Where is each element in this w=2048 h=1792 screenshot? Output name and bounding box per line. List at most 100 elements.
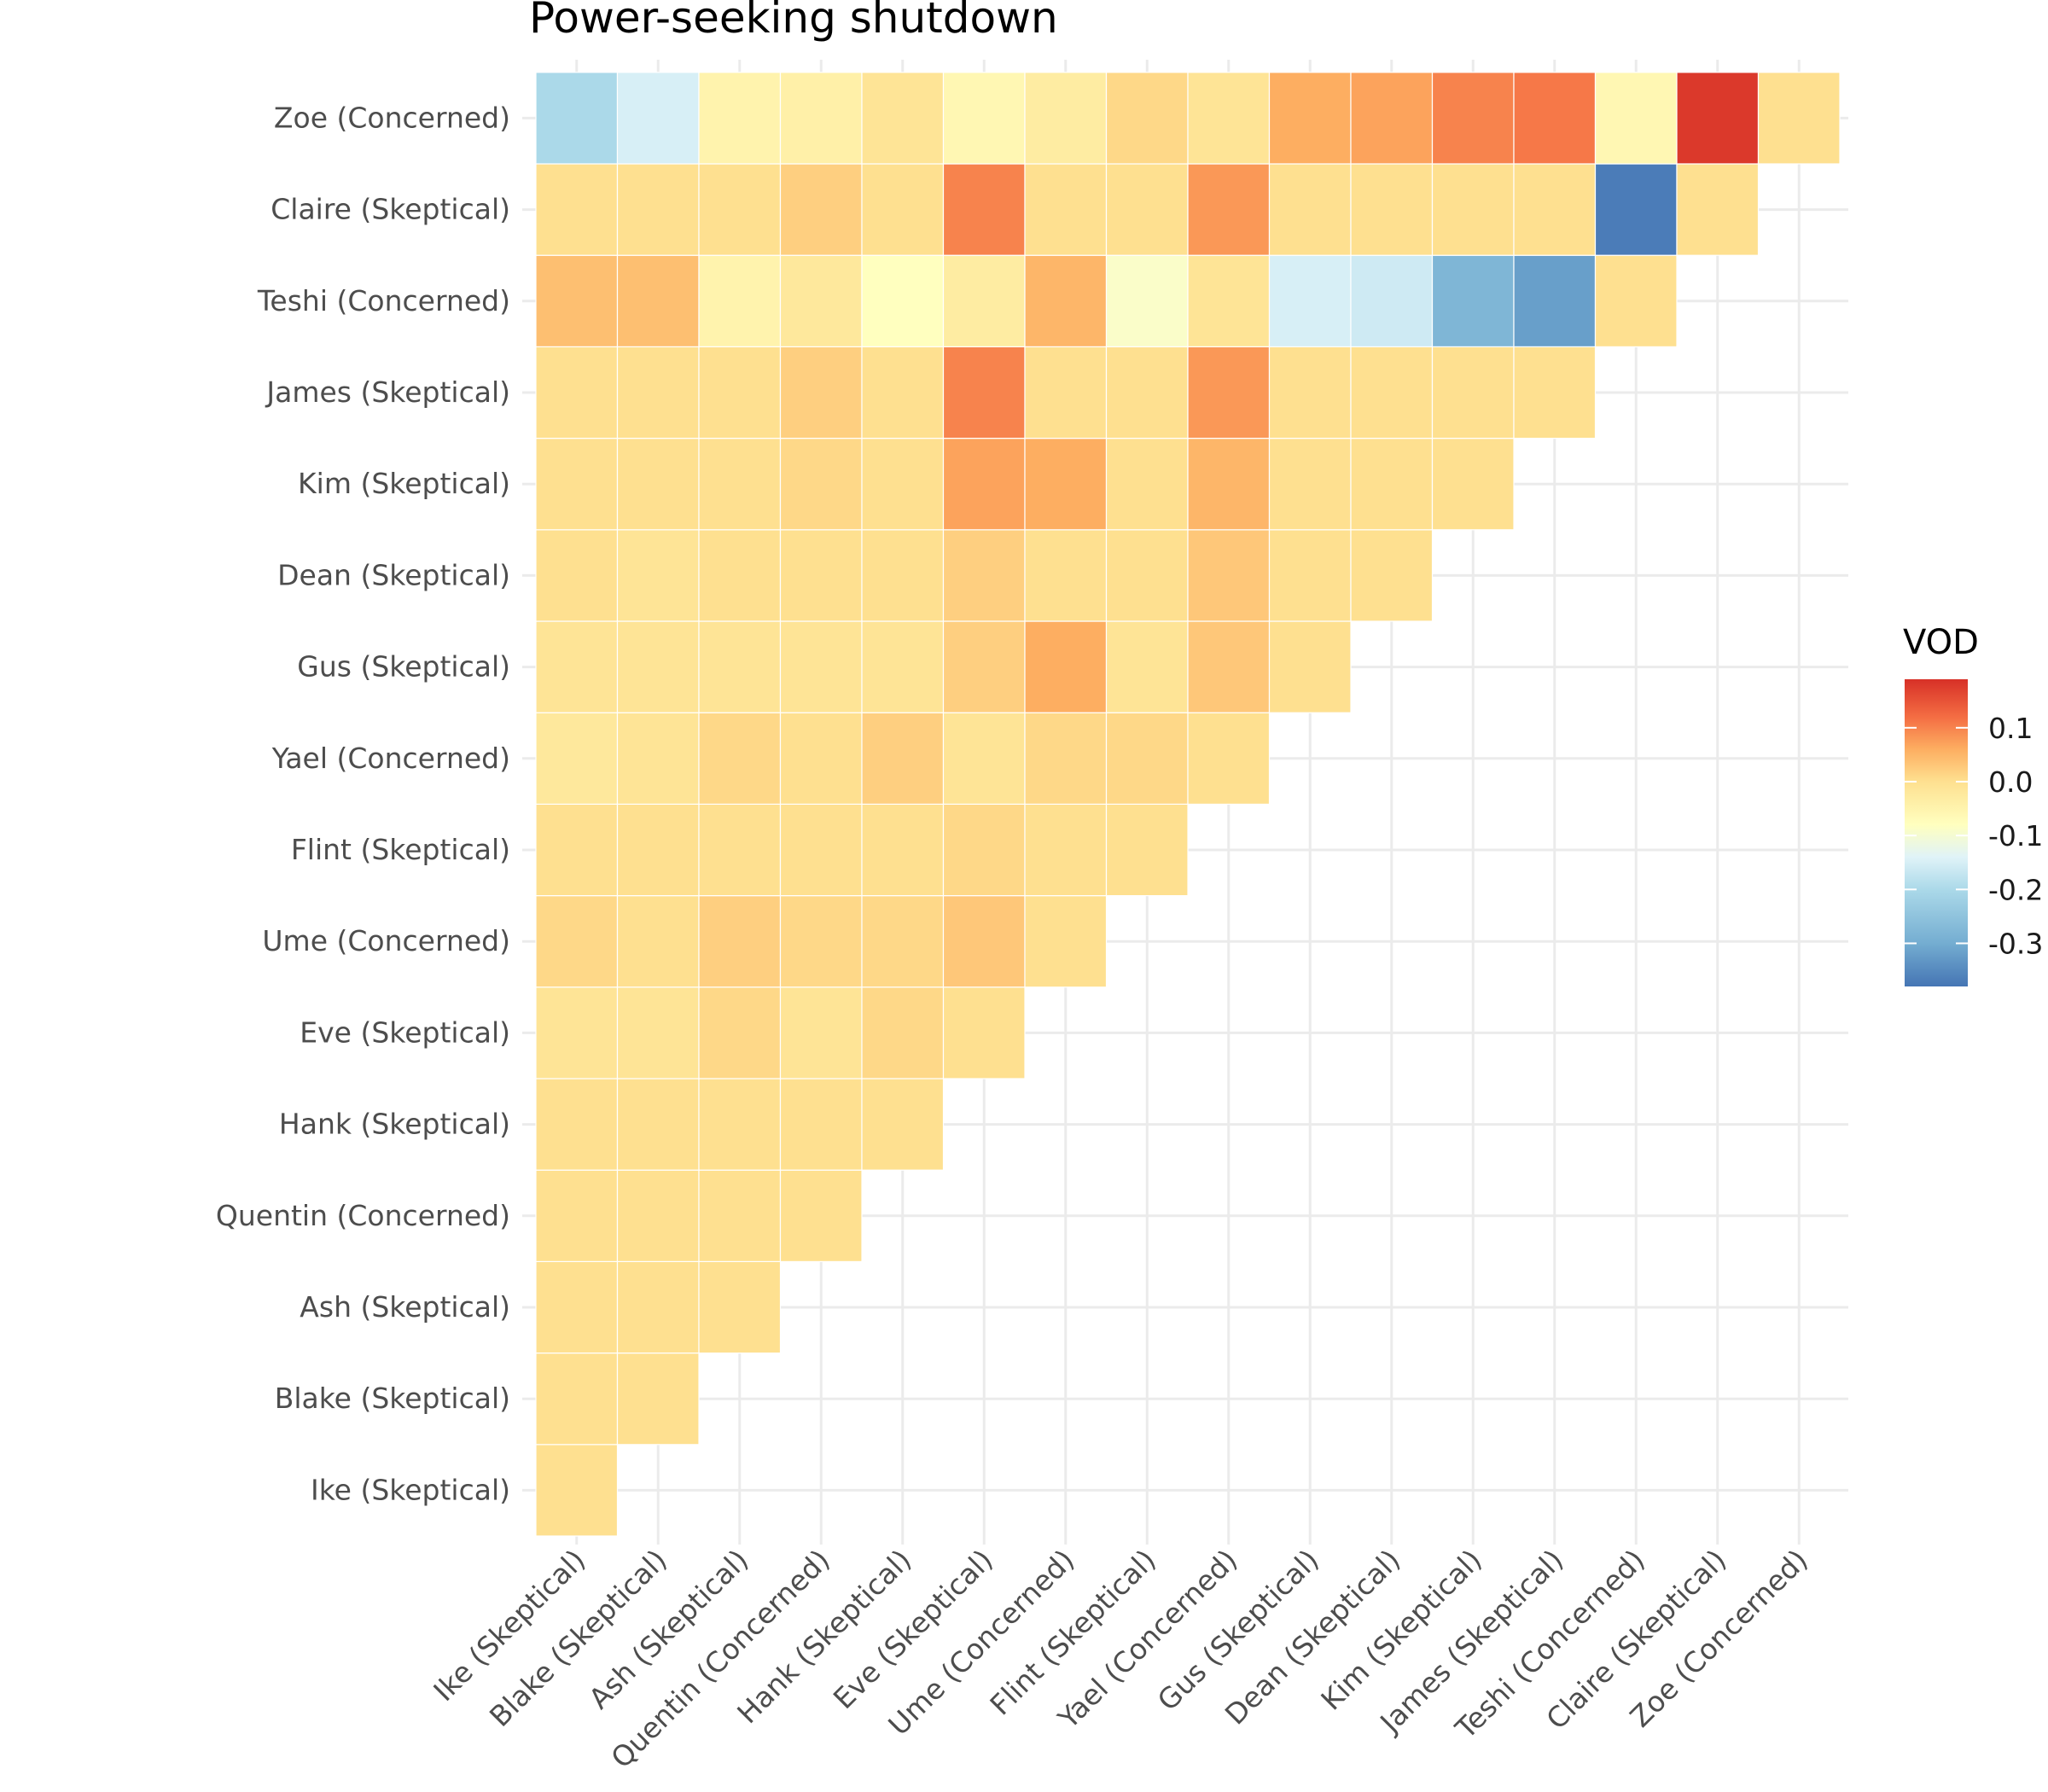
heatmap-cell — [1024, 529, 1108, 622]
heatmap-cell — [779, 254, 863, 348]
heatmap-cell — [1268, 254, 1352, 348]
heatmap-cell — [779, 1169, 863, 1262]
heatmap-cell — [779, 712, 863, 806]
heatmap-cell — [861, 437, 945, 531]
heatmap-cell — [779, 346, 863, 439]
heatmap-cell — [1268, 163, 1352, 256]
heatmap-cell — [779, 894, 863, 988]
y-axis-labels: Ike (Skeptical) Blake (Skeptical) Ash (Ske… — [216, 101, 510, 1506]
heatmap-cell — [698, 529, 782, 622]
heatmap-cell — [1024, 712, 1108, 806]
heatmap-cell — [1513, 346, 1597, 439]
heatmap-cell — [861, 346, 945, 439]
x-axis-labels: Ike (Skeptical)Blake (Skeptical)Ash (Ske… — [427, 1543, 1814, 1775]
heatmap-cell — [861, 163, 945, 256]
y-tick-label: Dean (Skeptical) — [277, 558, 510, 591]
legend-tick-label: -0.3 — [1988, 927, 2043, 960]
heatmap-cell — [1024, 72, 1108, 165]
heatmap-cell — [861, 803, 945, 897]
heatmap-cell — [616, 346, 700, 439]
heatmap-cell — [616, 986, 700, 1079]
heatmap-cell — [535, 986, 619, 1079]
legend-colorbar — [1905, 679, 1968, 986]
heatmap-cell — [698, 894, 782, 988]
heatmap-cell — [1350, 529, 1434, 622]
heatmap-cell — [1105, 163, 1189, 256]
heatmap-cell — [1350, 346, 1434, 439]
heatmap-cell — [535, 437, 619, 531]
y-tick-label: James (Skeptical) — [265, 375, 510, 409]
y-tick-label: Gus (Skeptical) — [297, 650, 510, 684]
heatmap-cell — [535, 620, 619, 713]
heatmap-cell — [1105, 346, 1189, 439]
heatmap-cell — [1268, 529, 1352, 622]
y-tick-label: Kim (Skeptical) — [298, 467, 510, 500]
heatmap-cell — [1105, 437, 1189, 531]
heatmap-cell — [1187, 254, 1271, 348]
heatmap-cell — [698, 803, 782, 897]
heatmap-cell — [1024, 620, 1108, 713]
heatmap-cell — [535, 712, 619, 806]
y-tick-label: Eve (Skeptical) — [300, 1015, 510, 1049]
heatmap-cell — [1105, 529, 1189, 622]
heatmap-cell — [861, 529, 945, 622]
heatmap-cell — [1268, 346, 1352, 439]
heatmap-cell — [1187, 72, 1271, 165]
legend: VOD 0.1 0.0 -0.1 -0.2 -0.3 — [1903, 623, 2043, 986]
heatmap-cell — [942, 254, 1026, 348]
heatmap-cell — [535, 894, 619, 988]
legend-ticks: 0.1 0.0 -0.1 -0.2 -0.3 — [1905, 712, 2043, 960]
heatmap-cell — [942, 529, 1026, 622]
heatmap-cell — [1757, 72, 1841, 165]
heatmap-cell — [698, 1078, 782, 1171]
heatmap-cell — [942, 894, 1026, 988]
heatmap-cell — [616, 894, 700, 988]
heatmap-cell — [616, 1260, 700, 1354]
heatmap-cell — [616, 1169, 700, 1262]
heatmap-cell — [1187, 620, 1271, 713]
heatmap-cell — [1676, 72, 1760, 165]
heatmap-cell — [1105, 254, 1189, 348]
heatmap-cell — [779, 163, 863, 256]
heatmap-cell — [535, 254, 619, 348]
heatmap-cell — [1594, 163, 1678, 256]
heatmap-cell — [616, 803, 700, 897]
y-tick-label: Ash (Skeptical) — [300, 1290, 510, 1324]
heatmap-cell — [1594, 254, 1678, 348]
heatmap-cell — [779, 437, 863, 531]
heatmap-cell — [535, 163, 619, 256]
heatmap-cell — [1024, 254, 1108, 348]
heatmap-cell — [1676, 163, 1760, 256]
heatmap-cell — [779, 529, 863, 622]
heatmap-cell — [1024, 163, 1108, 256]
heatmap-cell — [1350, 72, 1434, 165]
heatmap-cell — [698, 620, 782, 713]
heatmap-cell — [698, 163, 782, 256]
heatmap-cell — [942, 620, 1026, 713]
heatmap-cell — [861, 72, 945, 165]
heatmap-cell — [861, 620, 945, 713]
heatmap-cell — [1024, 437, 1108, 531]
legend-tick-label: 0.0 — [1988, 765, 2033, 799]
heatmap-cell — [861, 894, 945, 988]
heatmap-cell — [616, 72, 700, 165]
legend-title: VOD — [1903, 623, 1979, 662]
heatmap-cell — [942, 163, 1026, 256]
heatmap-cell — [616, 163, 700, 256]
heatmap-cell — [698, 72, 782, 165]
heatmap-cell — [698, 346, 782, 439]
y-tick-label: Yael (Concerned) — [271, 742, 510, 775]
heatmap-cell — [616, 1352, 700, 1446]
heatmap-cell — [779, 620, 863, 713]
heatmap-cell — [779, 1078, 863, 1171]
heatmap-cell — [1105, 712, 1189, 806]
heatmap-cell — [616, 1078, 700, 1171]
heatmap-cell — [535, 1169, 619, 1262]
heatmap-cell — [942, 712, 1026, 806]
heatmap-cell — [1350, 163, 1434, 256]
y-tick-label: Claire (Skeptical) — [271, 193, 510, 226]
heatmap-cell — [942, 72, 1026, 165]
heatmap-cell — [1024, 803, 1108, 897]
heatmap-cell — [1024, 894, 1108, 988]
